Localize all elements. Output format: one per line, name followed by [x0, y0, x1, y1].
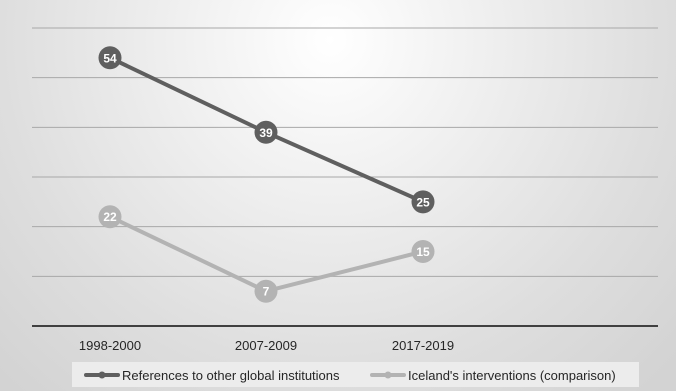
legend: References to other global institutions I… [72, 362, 639, 387]
gridlines [32, 27, 658, 277]
data-point [98, 46, 122, 70]
legend-box [72, 362, 639, 387]
data-label: 22 [103, 210, 117, 224]
data-point [411, 190, 435, 214]
data-point [254, 279, 278, 303]
legend-entry: Iceland's interventions (comparison) [408, 368, 616, 383]
data-label: 15 [416, 245, 430, 259]
data-label: 25 [416, 195, 430, 209]
x-tick-label: 2017-2019 [392, 338, 454, 353]
data-point [254, 120, 278, 144]
legend-marker-icon [384, 371, 392, 379]
data-label: 7 [263, 285, 270, 299]
x-tick-label: 1998-2000 [79, 338, 141, 353]
series-group: 54 39 25 22 7 15 [98, 46, 435, 303]
data-label: 54 [103, 51, 117, 65]
data-point [98, 205, 122, 229]
data-label: 39 [259, 126, 273, 140]
data-point [411, 240, 435, 263]
x-tick-label: 2007-2009 [235, 338, 297, 353]
legend-marker-icon [98, 371, 106, 379]
legend-entry: References to other global institutions [122, 368, 340, 383]
x-axis: 1998-2000 2007-2009 2017-2019 [32, 325, 658, 353]
